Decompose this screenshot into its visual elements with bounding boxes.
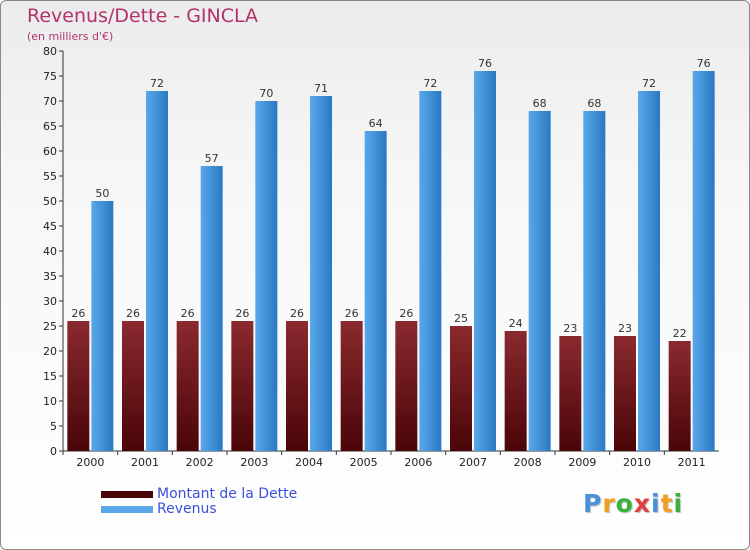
bar-revenue — [638, 91, 660, 451]
value-label: 26 — [126, 307, 140, 320]
bar-debt — [286, 321, 308, 451]
y-tick-label: 40 — [43, 245, 57, 258]
value-label: 68 — [533, 97, 547, 110]
value-label: 26 — [290, 307, 304, 320]
y-tick-label: 75 — [43, 70, 57, 83]
value-label: 68 — [587, 97, 601, 110]
bar-debt — [614, 336, 636, 451]
bar-revenue — [200, 166, 223, 451]
legend-label-revenue: Revenus — [157, 501, 217, 517]
bars — [67, 71, 715, 451]
value-label: 23 — [563, 322, 577, 335]
bar-revenue — [419, 91, 442, 451]
value-label: 50 — [95, 187, 109, 200]
axes: 0 5 10 15 20 25 30 35 40 45 50 55 60 65 70 75 80 2000 2001… — [43, 45, 719, 469]
y-tick-label: 25 — [43, 320, 57, 333]
x-tick-label: 2002 — [186, 456, 214, 469]
bar-debt — [504, 331, 527, 451]
y-tick-label: 0 — [50, 445, 57, 458]
y-tick-label: 10 — [43, 395, 57, 408]
bar-debt — [67, 321, 90, 451]
y-tick-label: 35 — [43, 270, 57, 283]
bar-revenue — [310, 96, 332, 451]
chart-title: Revenus/Dette - GINCLA — [27, 5, 259, 27]
y-tick-label: 15 — [43, 370, 57, 383]
value-label: 72 — [423, 77, 437, 90]
bar-revenue — [528, 111, 551, 451]
logo-letter: r — [602, 489, 616, 518]
chart-subtitle: (en milliers d'€) — [27, 30, 114, 43]
x-tick-label: 2006 — [404, 456, 432, 469]
legend-item-revenue: Revenus — [101, 501, 217, 517]
x-tick-label: 2001 — [131, 456, 159, 469]
legend-swatch-revenue — [101, 505, 153, 513]
x-tick-label: 2003 — [240, 456, 268, 469]
bar-debt — [340, 321, 363, 451]
logo-letter: i — [651, 489, 661, 518]
bar-debt — [668, 341, 691, 451]
value-label: 57 — [205, 152, 219, 165]
y-tick-label: 50 — [43, 195, 57, 208]
value-labels: 26 26 26 26 26 26 26 25 24 23 23 22 50 72 57 70 71 64 72 76… — [71, 57, 710, 340]
bar-revenue — [692, 71, 715, 451]
bar-debt — [395, 321, 418, 451]
logo-letter: i — [673, 489, 684, 518]
bar-debt — [559, 336, 582, 451]
value-label: 76 — [478, 57, 492, 70]
y-tick-label: 80 — [43, 45, 57, 58]
y-tick-label: 20 — [43, 345, 57, 358]
value-label: 26 — [181, 307, 195, 320]
proxiti-logo: Proxiti — [583, 489, 683, 518]
bar-revenue — [583, 111, 606, 451]
value-label: 24 — [509, 317, 523, 330]
y-tick-label: 55 — [43, 170, 57, 183]
bar-debt — [176, 321, 199, 451]
x-tick-label: 2010 — [623, 456, 651, 469]
bar-revenue — [91, 201, 114, 451]
logo-letter: o — [615, 489, 634, 518]
x-tick-label: 2008 — [514, 456, 542, 469]
value-label: 26 — [399, 307, 413, 320]
x-tick-label: 2011 — [678, 456, 706, 469]
y-tick-label: 30 — [43, 295, 57, 308]
y-tick-label: 5 — [50, 420, 57, 433]
bar-debt — [122, 321, 144, 451]
legend-item-debt: Montant de la Dette — [101, 486, 297, 502]
y-tick-label: 60 — [43, 145, 57, 158]
legend-swatch-debt — [101, 490, 153, 498]
value-label: 71 — [314, 82, 328, 95]
value-label: 22 — [673, 327, 687, 340]
logo-letter: t — [660, 489, 674, 518]
bar-revenue — [364, 131, 387, 451]
x-tick-label: 2004 — [295, 456, 323, 469]
y-tick-label: 45 — [43, 220, 57, 233]
bar-revenue — [474, 71, 496, 451]
y-tick-label: 70 — [43, 95, 57, 108]
value-label: 72 — [150, 77, 164, 90]
y-tick-label: 65 — [43, 120, 57, 133]
value-label: 23 — [618, 322, 632, 335]
bar-debt — [231, 321, 254, 451]
value-label: 70 — [259, 87, 273, 100]
x-tick-label: 2000 — [76, 456, 104, 469]
value-label: 25 — [454, 312, 468, 325]
bar-debt — [450, 326, 472, 451]
x-tick-label: 2005 — [350, 456, 378, 469]
x-tick-label: 2009 — [568, 456, 596, 469]
value-label: 64 — [369, 117, 383, 130]
bar-revenue — [255, 101, 278, 451]
value-label: 26 — [235, 307, 249, 320]
logo-letter: P — [583, 489, 603, 518]
value-label: 76 — [697, 57, 711, 70]
legend-label-debt: Montant de la Dette — [157, 486, 298, 502]
value-label: 26 — [345, 307, 359, 320]
value-label: 72 — [642, 77, 656, 90]
value-label: 26 — [71, 307, 85, 320]
bar-revenue — [146, 91, 168, 451]
x-tick-label: 2007 — [459, 456, 487, 469]
logo-letter: x — [633, 489, 651, 518]
